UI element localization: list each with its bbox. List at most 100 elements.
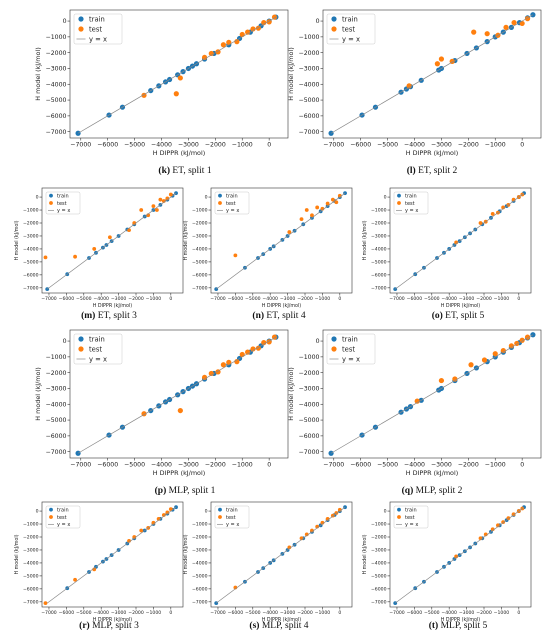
y-tick-label: −5000 (371, 573, 387, 579)
test-point (107, 235, 112, 240)
legend-label: test (405, 515, 415, 521)
x-tick-label: −3000 (431, 462, 452, 469)
test-point (438, 377, 445, 384)
y-tick-label: −5000 (192, 573, 208, 579)
y-tick-label: 0 (36, 509, 39, 515)
test-point (334, 200, 339, 205)
identity-line (47, 506, 177, 604)
panel-caption: (r) MLP, split 3 (79, 620, 139, 631)
test-point (310, 213, 314, 218)
y-axis-label: H model (kJ/mol) (183, 220, 189, 260)
y-axis-label: H model (kJ/mol) (287, 47, 295, 100)
y-tick-label: −7000 (371, 599, 387, 605)
test-point (299, 217, 304, 222)
x-tick-label: −3000 (280, 296, 296, 302)
caption-text: ET, split 1 (170, 166, 212, 176)
caption-letter: (s) (249, 620, 259, 631)
y-tick-label: −2000 (371, 535, 387, 541)
y-tick-label: −6000 (23, 586, 39, 592)
y-tick-label: −7000 (23, 285, 39, 291)
caption-letter: (o) (432, 310, 443, 321)
caption-letter: (n) (252, 310, 264, 321)
y-axis-label: H model (kJ/mol) (362, 220, 368, 260)
legend-marker (331, 16, 337, 22)
legend-label: y = x (57, 208, 70, 214)
test-point (233, 253, 238, 258)
y-tick-label: 0 (36, 195, 39, 201)
legend-label: y = x (57, 522, 70, 528)
y-tick-label: 0 (316, 18, 320, 25)
y-tick-label: −7000 (23, 599, 39, 605)
y-tick-label: −1000 (23, 522, 39, 528)
chart-panel-6: −7000 −6000 −5000 −4000 −3000 −2000 −1000 0 −700… (34, 329, 289, 496)
test-point (250, 346, 256, 352)
x-tick-label: −6000 (97, 142, 118, 149)
test-point (484, 31, 490, 37)
y-tick-label: −5000 (46, 97, 67, 104)
x-axis-label: H DIPPR (kJ/mol) (406, 149, 458, 157)
caption-letter: (k) (158, 165, 170, 176)
y-tick-label: −5000 (371, 259, 387, 265)
caption-text: ET, split 3 (95, 311, 137, 321)
test-point (245, 349, 251, 355)
legend-label: y = x (226, 208, 239, 214)
identity-line (395, 192, 525, 290)
test-point (139, 528, 144, 533)
x-tick-label: −2000 (205, 142, 226, 149)
test-point (481, 357, 488, 363)
plot-area (43, 505, 178, 606)
test-point (304, 208, 309, 212)
y-tick-label: −3000 (23, 548, 39, 554)
x-tick-label: −5000 (424, 610, 440, 616)
x-tick-label: −6000 (228, 296, 244, 302)
x-tick-label: 0 (520, 142, 524, 149)
legend-label: train (226, 507, 238, 513)
legend-box (45, 505, 81, 529)
test-point (452, 376, 458, 382)
test-point (511, 20, 517, 26)
y-tick-label: −2000 (299, 370, 320, 377)
x-axis-label: H DIPPR (kJ/mol) (441, 617, 481, 623)
caption-text: ET, split 4 (264, 311, 306, 321)
test-point (503, 24, 509, 30)
x-tick-label: −3000 (111, 610, 127, 616)
legend-label: test (342, 345, 355, 353)
panel-caption: (q) MLP, split 2 (402, 485, 463, 496)
identity-line (77, 16, 278, 134)
panel-caption: (l) ET, split 2 (407, 165, 458, 176)
y-tick-label: −6000 (299, 113, 320, 120)
test-point (173, 91, 179, 97)
legend-label: test (57, 201, 67, 207)
chart-panel-4: −7000 −6000 −5000 −4000 −3000 −2000 −1000 0−700… (183, 187, 353, 321)
identity-line (330, 14, 534, 134)
y-tick-label: −2000 (23, 221, 39, 227)
legend-marker (78, 346, 84, 352)
test-point (500, 347, 506, 354)
x-tick-label: 0 (520, 462, 524, 469)
legend-label: y = x (89, 35, 107, 43)
x-axis-label: H DIPPR (kJ/mol) (153, 149, 205, 157)
test-point (177, 75, 183, 81)
test-point (406, 83, 412, 89)
x-axis-label: H DIPPR (kJ/mol) (262, 617, 302, 623)
test-point (468, 362, 474, 368)
test-point (154, 208, 159, 212)
legend-label: train (89, 335, 105, 343)
y-tick-label: −6000 (192, 272, 208, 278)
x-tick-label: −2000 (128, 296, 144, 302)
x-tick-label: −2000 (128, 610, 144, 616)
y-tick-label: −6000 (371, 272, 387, 278)
x-tick-label: −4000 (404, 142, 425, 149)
y-tick-label: −3000 (371, 234, 387, 240)
x-tick-label: 0 (338, 296, 341, 302)
x-tick-label: −4000 (262, 296, 278, 302)
legend-box (326, 13, 376, 45)
x-tick-label: −7000 (389, 610, 405, 616)
y-tick-label: −2000 (23, 535, 39, 541)
y-tick-label: −6000 (46, 433, 67, 440)
x-tick-label: −7000 (41, 296, 57, 302)
x-tick-label: −1000 (315, 296, 331, 302)
legend-marker (218, 193, 222, 198)
y-tick-label: −6000 (46, 113, 67, 120)
